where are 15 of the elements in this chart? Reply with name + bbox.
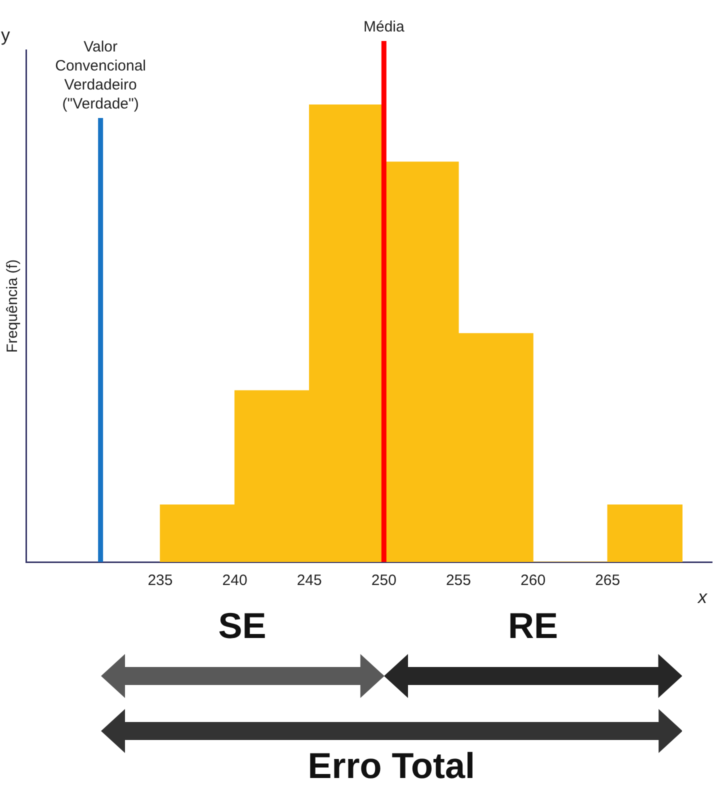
- x-tick-label: 260: [520, 572, 546, 590]
- x-tick-label: 240: [222, 572, 248, 590]
- x-tick-label: 235: [148, 572, 173, 590]
- ref-line-label: Valor Convencional Verdadeiro ("Verdade"): [55, 38, 146, 113]
- x-tick-label: 255: [446, 572, 471, 590]
- text: SE: [218, 605, 266, 647]
- text: RE: [508, 605, 558, 647]
- x-axis-title: x: [696, 586, 708, 608]
- text: y: [1, 24, 10, 45]
- x-tick-label: 245: [296, 572, 322, 590]
- y-axis-title: Frequência (f): [4, 259, 22, 353]
- x-tick-label: 250: [371, 572, 396, 590]
- text: Erro Total: [308, 745, 476, 785]
- ref-line-label: Média: [363, 18, 405, 36]
- x-tick-label: 265: [595, 572, 620, 590]
